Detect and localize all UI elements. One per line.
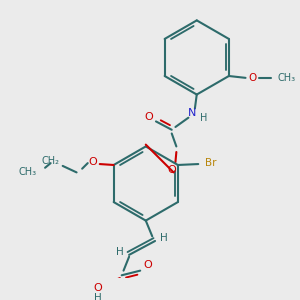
Text: N: N	[188, 108, 196, 118]
Text: CH₃: CH₃	[278, 73, 296, 83]
Text: H: H	[94, 293, 101, 300]
Text: CH₂: CH₂	[42, 156, 60, 166]
Text: O: O	[143, 260, 152, 270]
Text: H: H	[116, 247, 124, 257]
Text: H: H	[200, 113, 207, 123]
Text: O: O	[167, 165, 176, 175]
Text: O: O	[144, 112, 153, 122]
Text: O: O	[88, 157, 97, 167]
Text: H: H	[160, 233, 167, 243]
Text: CH₃: CH₃	[19, 167, 37, 177]
Text: Br: Br	[205, 158, 216, 168]
Text: O: O	[248, 73, 256, 83]
Text: O: O	[93, 283, 102, 293]
